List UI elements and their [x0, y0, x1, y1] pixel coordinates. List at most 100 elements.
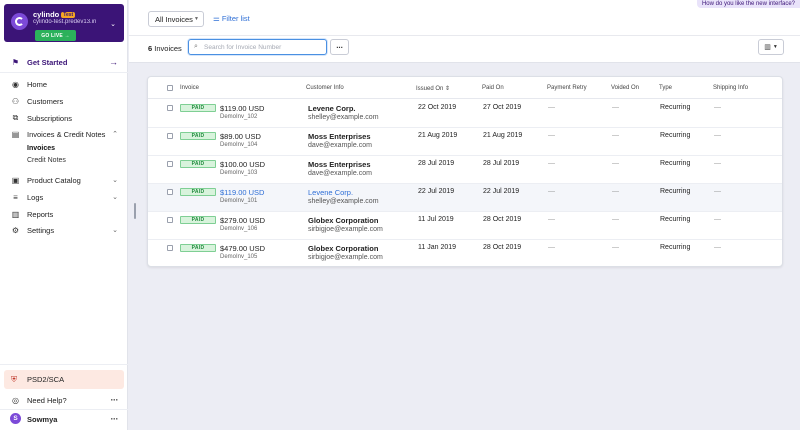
avatar: S	[10, 413, 21, 424]
customer-email: dave@example.com	[308, 142, 372, 149]
invoice-number: DemoInv_101	[220, 198, 258, 204]
invoice-amount[interactable]: $479.00 USD	[220, 244, 266, 253]
customer-email: sirbigjoe@example.com	[308, 254, 383, 261]
col-shipping-info[interactable]: Shipping Info	[713, 85, 749, 91]
customer-name[interactable]: Levene Corp.	[308, 188, 354, 197]
col-issued-on[interactable]: Issued On ⇕	[416, 86, 451, 92]
col-type[interactable]: Type	[659, 85, 673, 91]
customer-name[interactable]: Globex Corporation	[308, 244, 379, 253]
site-switcher[interactable]: cylindo Test cylindo-test.predev13.in GO …	[4, 4, 124, 42]
column-settings-button[interactable]: ▥ ▼	[758, 39, 784, 55]
col-invoice[interactable]: Invoice	[180, 85, 200, 91]
search-icon: ⌕	[194, 43, 198, 50]
nav-customers[interactable]: ⚇ Customers	[11, 96, 64, 106]
user-menu[interactable]: Sowmya ···	[27, 414, 119, 424]
invoice-filter-select[interactable]: All Invoices ▼	[148, 11, 204, 27]
invoice-number: DemoInv_106	[220, 226, 258, 232]
row-checkbox[interactable]	[167, 161, 173, 167]
table-row[interactable]: PAID $89.00 USD DemoInv_104 Moss Enterpr…	[148, 128, 782, 156]
invoice-number: DemoInv_103	[220, 170, 258, 176]
table-row[interactable]: PAID $279.00 USD DemoInv_106 Globex Corp…	[148, 212, 782, 240]
nav-product-catalog[interactable]: ▣ Product Catalog ⌄	[11, 175, 118, 185]
columns-icon: ▥	[764, 44, 771, 51]
invoice-number: DemoInv_102	[220, 114, 258, 120]
invoice-amount[interactable]: $279.00 USD	[220, 216, 266, 225]
customer-name[interactable]: Levene Corp.	[308, 104, 356, 113]
need-help[interactable]: ◎ Need Help? ···	[12, 395, 119, 405]
go-live-button[interactable]: GO LIVE →	[35, 30, 76, 41]
nav-get-started[interactable]: ⚑ Get Started →	[11, 57, 118, 67]
table-row[interactable]: PAID $100.00 USD DemoInv_103 Moss Enterp…	[148, 156, 782, 184]
feedback-link[interactable]: How do you like the new interface?	[696, 0, 800, 8]
search-input[interactable]	[204, 42, 322, 52]
nav-logs[interactable]: ≡ Logs ⌄	[0, 190, 128, 204]
help-icon: ◎	[12, 395, 19, 405]
col-payment-retry[interactable]: Payment Retry	[547, 85, 587, 91]
search-box[interactable]: ⌕	[188, 39, 327, 55]
issued-date: 22 Oct 2019	[418, 104, 457, 111]
paid-date: 22 Jul 2019	[483, 188, 520, 195]
voided-date: —	[612, 244, 619, 251]
row-checkbox[interactable]	[167, 133, 173, 139]
nav-invoices-credit-notes[interactable]: ▤ Invoices & Credit Notes ⌃	[11, 129, 118, 139]
row-checkbox[interactable]	[167, 245, 173, 251]
more-icon[interactable]: ···	[110, 395, 119, 405]
issued-date: 22 Jul 2019	[418, 188, 455, 195]
voided-date: —	[612, 104, 619, 111]
shipping-info: —	[714, 188, 721, 195]
customer-name[interactable]: Moss Enterprises	[308, 160, 371, 169]
invoice-amount[interactable]: $100.00 USD	[220, 160, 266, 169]
col-voided-on[interactable]: Voided On	[611, 85, 640, 91]
status-badge: PAID	[180, 104, 216, 112]
issued-date: 21 Aug 2019	[418, 132, 458, 139]
invoice-amount[interactable]: $89.00 USD	[220, 132, 261, 141]
gear-icon: ⚙	[11, 225, 20, 235]
shipping-info: —	[714, 216, 721, 223]
chevron-down-icon[interactable]: ⌄	[110, 21, 116, 28]
nav-home[interactable]: ◉ Home	[12, 79, 48, 89]
nav-reports[interactable]: ▥ Reports	[11, 209, 54, 219]
nav-settings[interactable]: ⚙ Settings ⌄	[11, 225, 118, 235]
row-checkbox[interactable]	[167, 105, 173, 111]
row-checkbox[interactable]	[167, 189, 173, 195]
site-domain: cylindo-test.predev13.in	[33, 19, 97, 25]
topbar: All Invoices ▼ ⚌ Filter list How do you …	[129, 0, 800, 35]
payment-retry: —	[548, 160, 555, 167]
col-paid-on[interactable]: Paid On	[482, 85, 504, 91]
shield-icon: ⛨	[11, 375, 17, 384]
table-row[interactable]: PAID $479.00 USD DemoInv_105 Globex Corp…	[148, 240, 782, 266]
nav-sub-credit-notes[interactable]: Credit Notes	[27, 157, 66, 164]
reports-icon: ▥	[11, 209, 20, 219]
more-actions-button[interactable]: ···	[330, 39, 349, 55]
chevron-down-icon: ⌄	[112, 194, 118, 201]
customer-email: dave@example.com	[308, 170, 372, 177]
table-row[interactable]: PAID $119.00 USD DemoInv_101 Levene Corp…	[148, 184, 782, 212]
invoice-table: Invoice Customer Info Issued On ⇕ Paid O…	[147, 76, 783, 267]
voided-date: —	[612, 188, 619, 195]
col-customer[interactable]: Customer Info	[306, 85, 344, 91]
table-row[interactable]: PAID $119.00 USD DemoInv_102 Levene Corp…	[148, 100, 782, 128]
customer-name[interactable]: Moss Enterprises	[308, 132, 371, 141]
flag-icon: ⚑	[11, 57, 20, 67]
status-badge: PAID	[180, 132, 216, 140]
subscriptions-icon: ⧉	[12, 113, 19, 122]
payment-retry: —	[548, 132, 555, 139]
psd2-banner[interactable]: ⛨ PSD2/SCA	[4, 370, 124, 389]
chevron-down-icon: ⌄	[112, 177, 118, 184]
invoice-amount[interactable]: $119.00 USD	[220, 104, 265, 113]
catalog-icon: ▣	[11, 175, 20, 185]
filter-list-link[interactable]: ⚌ Filter list	[213, 14, 250, 23]
nav-subscriptions[interactable]: ⧉ Subscriptions	[12, 113, 73, 123]
chevron-up-icon: ⌃	[112, 131, 118, 138]
select-all-checkbox[interactable]	[167, 85, 173, 91]
invoice-amount[interactable]: $119.00 USD	[220, 188, 265, 197]
nav-sub-invoices[interactable]: Invoices	[27, 145, 56, 152]
shipping-info: —	[714, 104, 721, 111]
row-checkbox[interactable]	[167, 217, 173, 223]
customer-name[interactable]: Globex Corporation	[308, 216, 379, 225]
invoice-number: DemoInv_105	[220, 254, 258, 260]
paid-date: 28 Oct 2019	[483, 216, 522, 223]
more-icon[interactable]: ···	[110, 414, 119, 424]
sidebar-resize-handle[interactable]	[134, 203, 136, 219]
issued-date: 11 Jan 2019	[418, 244, 457, 251]
